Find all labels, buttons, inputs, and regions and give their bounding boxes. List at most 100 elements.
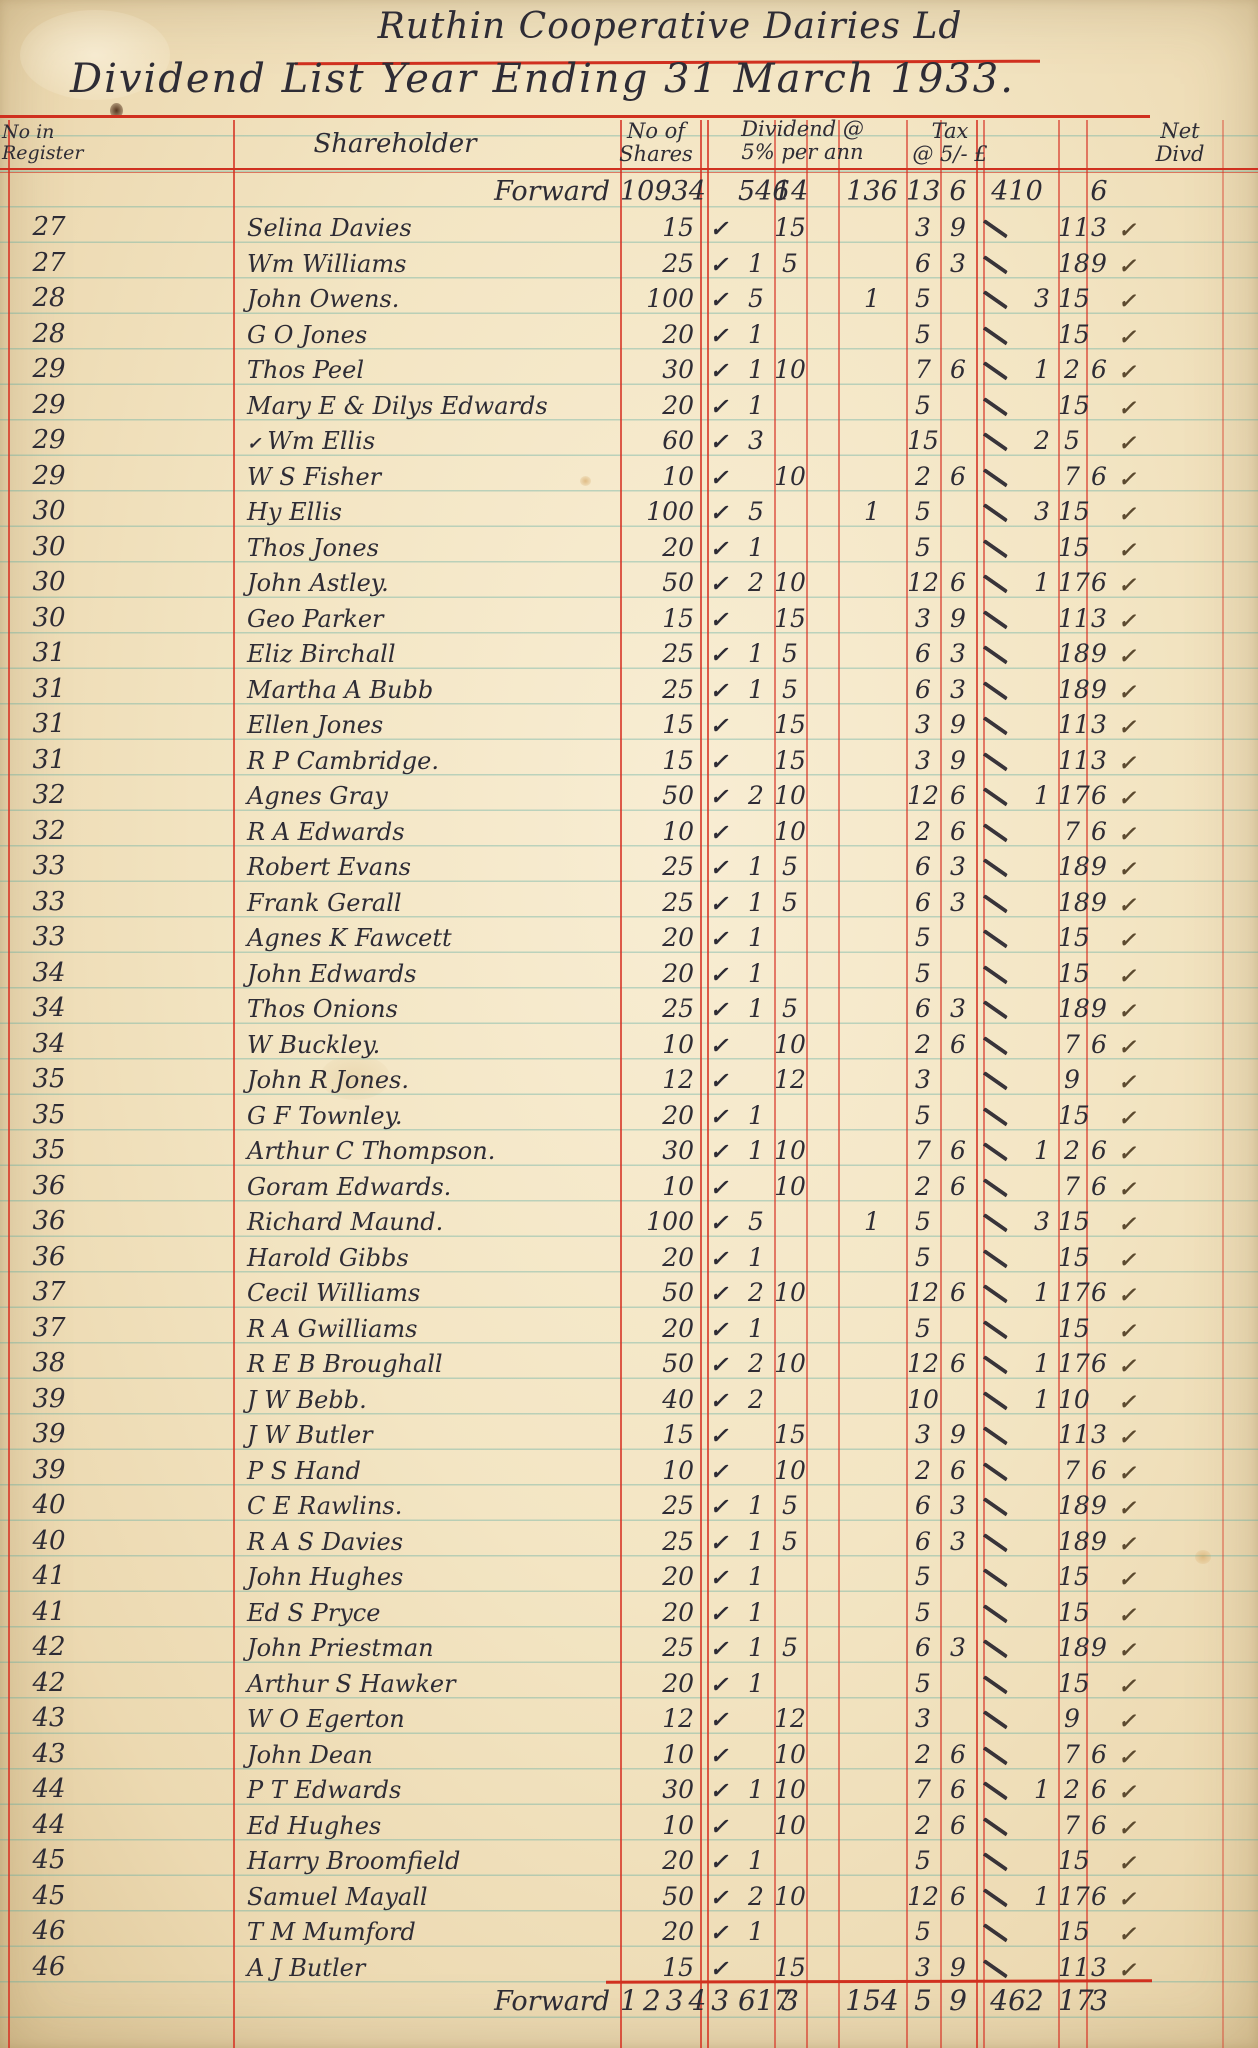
dividend-pounds: 1 <box>748 852 764 881</box>
table-row: 33 Agnes K Fawcett 20 ✓ 1 5 15 ✓ <box>0 918 1258 954</box>
shares-check-icon: ✓ <box>709 1281 729 1307</box>
tax-pence <box>940 1625 976 1628</box>
net-shillings: 15 <box>1058 923 1090 952</box>
shares-value: 15 <box>662 745 694 775</box>
tax-shillings: 3 <box>915 603 931 633</box>
table-row: 41 John Hughes 20 ✓ 1 5 15 ✓ <box>0 1557 1258 1593</box>
shares-check-icon: ✓ <box>709 1352 729 1378</box>
net-shillings: 9 <box>1064 1065 1080 1094</box>
posted-slash-icon <box>981 1213 1009 1235</box>
shareholder-name: Selina Davies <box>233 216 620 243</box>
tax-pounds <box>838 702 906 705</box>
posted-slash-icon <box>981 467 1009 490</box>
dividend-pounds: 1 <box>748 1562 764 1591</box>
net-pence <box>1086 347 1112 350</box>
dividend-shillings <box>774 524 806 527</box>
table-row: 29 W S Fisher 10 ✓ 10 2 6 7 6 ✓ <box>0 456 1258 492</box>
shares-check-icon: ✓ <box>709 1387 729 1414</box>
tax-pounds <box>838 879 906 882</box>
dividend-shillings: 10 <box>774 1136 806 1165</box>
tax-pence: 3 <box>950 887 966 917</box>
shares-value: 12 <box>662 1704 694 1733</box>
table-row: 29 Thos Peel 30 ✓ 1 10 7 6 1 2 6 ✓ <box>0 350 1258 386</box>
dividend-pence <box>806 1305 838 1308</box>
shares-value: 20 <box>662 1846 694 1875</box>
tax-pounds: 1 <box>864 497 880 526</box>
shares-check-icon: ✓ <box>709 1529 729 1556</box>
shareholder-name-text: John Priestman <box>247 1634 434 1662</box>
register-number: 31 <box>32 744 66 775</box>
table-row: 31 Eliz Birchall 25 ✓ 1 5 6 3 18 9 ✓ <box>0 634 1258 670</box>
tax-pence: 6 <box>950 816 966 846</box>
tax-shillings: 12 <box>907 1278 939 1307</box>
shares-check-icon: ✓ <box>709 1245 729 1272</box>
net-shillings: 15 <box>1058 958 1090 988</box>
net-pounds: 3 <box>1034 1207 1050 1236</box>
tax-pence: 3 <box>950 674 966 704</box>
register-number: 30 <box>32 602 66 633</box>
row-tick-icon: ✓ <box>1118 1885 1136 1911</box>
tax-pounds <box>838 560 906 563</box>
shareholder-name: R E B Broughall <box>233 1352 620 1379</box>
net-pence: 6 <box>1091 355 1107 384</box>
shares-value: 50 <box>662 1278 694 1307</box>
tax-shillings: 6 <box>915 1633 931 1662</box>
page-title: Ruthin Cooperative Dairies Ld <box>377 6 963 47</box>
dividend-pounds: 1 <box>748 1526 764 1556</box>
shareholder-name-text: Harry Broomfield <box>247 1847 461 1875</box>
shareholder-name-text: W S Fisher <box>247 462 382 491</box>
tax-pounds <box>838 1376 906 1379</box>
net-shillings: 11 <box>1058 1952 1090 1982</box>
tax-pence: 6 <box>950 1455 966 1485</box>
net-pence: 6 <box>1091 1810 1107 1840</box>
tax-pence: 3 <box>950 248 966 278</box>
tax-shillings: 5 <box>915 1846 931 1875</box>
row-tick-icon: ✓ <box>1118 572 1136 597</box>
row-tick-icon: ✓ <box>1118 1637 1136 1662</box>
dividend-shillings: 5 <box>782 994 798 1023</box>
shareholder-name: W S Fisher <box>233 465 620 492</box>
shares-value: 20 <box>662 1917 694 1946</box>
net-pence <box>1086 1128 1112 1131</box>
net-pounds <box>1026 1199 1058 1202</box>
shares-check-icon: ✓ <box>709 1813 729 1840</box>
register-number: 42 <box>32 1632 66 1662</box>
shareholder-name-text: Martha A Bubb <box>247 675 434 704</box>
shares-check-icon: ✓ <box>709 1955 729 1982</box>
tax-pounds <box>838 1270 906 1273</box>
shareholder-name: John Astley. <box>233 571 620 598</box>
net-shillings: 2 <box>1064 1136 1080 1165</box>
tax-pence: 3 <box>950 639 966 668</box>
dividend-shillings: 10 <box>774 1810 806 1840</box>
net-pence <box>1086 453 1112 456</box>
dividend-pounds: 1 <box>748 674 764 704</box>
shareholder-name: R A S Davies <box>233 1530 620 1557</box>
tax-shillings: 3 <box>915 1952 931 1982</box>
net-shillings: 11 <box>1058 603 1090 633</box>
posted-slash-icon <box>981 1106 1009 1129</box>
posted-slash-icon <box>981 1142 1009 1164</box>
shares-value: 20 <box>662 532 694 562</box>
tax-pence <box>940 1092 976 1095</box>
dividend-pounds: 1 <box>748 639 764 668</box>
shares-value: 60 <box>662 426 694 455</box>
row-tick-icon: ✓ <box>1118 1601 1136 1627</box>
net-pence: 6 <box>1091 568 1107 597</box>
shareholder-name: P S Hand <box>233 1459 620 1486</box>
dividend-pounds: 1 <box>748 390 764 420</box>
net-pence: 9 <box>1091 1491 1107 1520</box>
shares-value: 10 <box>662 1455 694 1485</box>
posted-slash-icon <box>981 1426 1009 1448</box>
dividend-shillings <box>774 1270 806 1273</box>
table-row: 30 Hy Ellis 100 ✓ 5 1 5 3 15 ✓ <box>0 492 1258 528</box>
dividend-pence <box>806 1128 838 1131</box>
tax-pounds <box>838 1944 906 1947</box>
row-tick-icon: ✓ <box>1118 820 1136 846</box>
tax-shillings: 7 <box>915 355 931 384</box>
register-number: 32 <box>32 815 66 846</box>
net-pence: 6 <box>1091 1881 1107 1911</box>
column-header-shares: No of Shares <box>619 119 693 167</box>
shareholder-name-text: Cecil Williams <box>247 1279 421 1307</box>
shares-value: 50 <box>662 1349 694 1378</box>
shareholder-name-text: Wm Ellis <box>267 427 376 455</box>
